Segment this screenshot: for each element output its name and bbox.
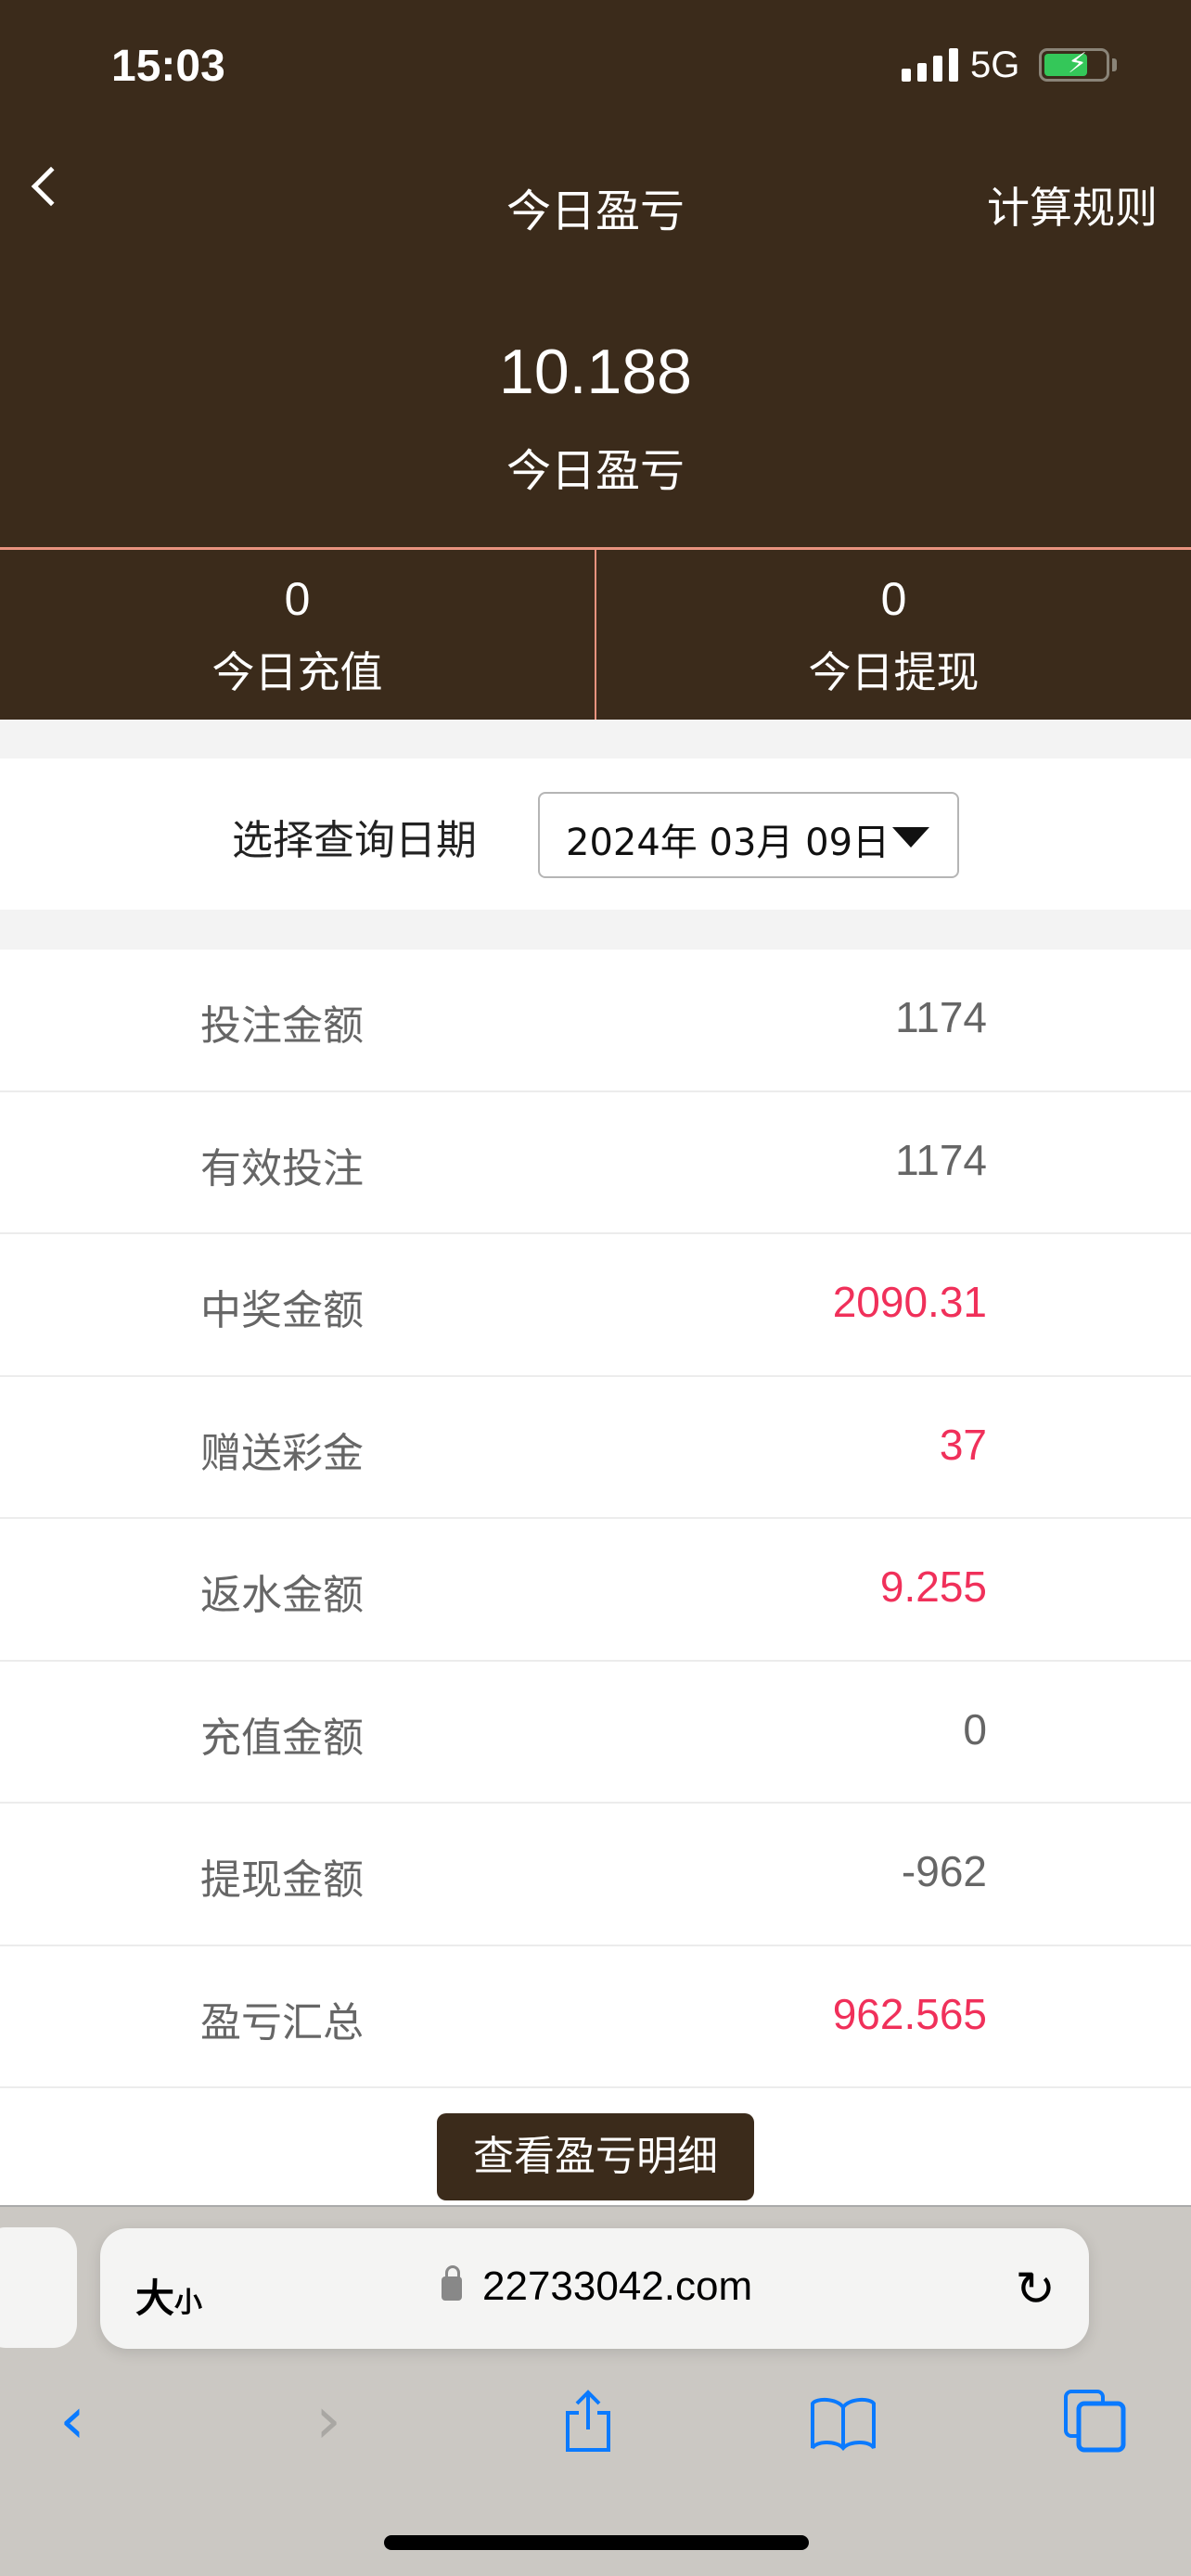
- table-row: 有效投注 1174: [0, 1092, 1191, 1234]
- bookmarks-icon[interactable]: [809, 2396, 877, 2452]
- table-row: 返水金额 9.255: [0, 1519, 1191, 1662]
- row-label: 返水金额: [200, 1572, 364, 1619]
- divider: [0, 910, 1191, 950]
- date-filter: 选择查询日期 2024年 03月 09日: [0, 759, 1191, 910]
- stat-deposit: 0 今日充值: [0, 550, 595, 720]
- stats-row: 0 今日充值 0 今日提现: [0, 547, 1191, 720]
- lock-icon: [442, 2265, 462, 2301]
- row-label: 盈亏汇总: [200, 1998, 364, 2047]
- row-label: 赠送彩金: [200, 1429, 364, 1477]
- battery-icon: ⚡: [1039, 47, 1109, 82]
- stat-value: 0: [880, 573, 907, 625]
- row-value: 0: [963, 1704, 987, 1753]
- signal-icon: [902, 48, 958, 82]
- row-label: 提现金额: [200, 1856, 364, 1904]
- stat-label: 今日提现: [808, 647, 980, 697]
- row-label: 充值金额: [200, 1714, 364, 1762]
- text-size-button[interactable]: 大小: [135, 2267, 202, 2324]
- row-value: 962.565: [832, 1989, 987, 2038]
- previous-tab[interactable]: [0, 2227, 77, 2348]
- dropdown-arrow-icon: [892, 827, 929, 848]
- row-label: 投注金额: [200, 1002, 364, 1050]
- text-size-small: 小: [174, 2287, 203, 2319]
- row-label: 有效投注: [200, 1144, 364, 1192]
- share-icon[interactable]: [562, 2389, 614, 2454]
- stat-withdraw: 0 今日提现: [595, 550, 1191, 720]
- page-title: 今日盈亏: [506, 185, 685, 237]
- table-row: 充值金额 0: [0, 1662, 1191, 1804]
- row-value: 1174: [895, 1135, 987, 1184]
- date-label: 选择查询日期: [232, 817, 477, 864]
- date-value: 2024年 03月 09日: [566, 822, 890, 864]
- address-bar[interactable]: 大小 22733042.com ↻: [100, 2228, 1089, 2349]
- browser-back-icon[interactable]: ‹: [59, 2382, 85, 2458]
- url-text: 22733042.com: [482, 2264, 753, 2309]
- today-pnl-value: 10.188: [499, 337, 692, 407]
- header: [0, 0, 1191, 547]
- battery-cap: [1112, 58, 1117, 71]
- table-row: 投注金额 1174: [0, 950, 1191, 1092]
- table-row: 盈亏汇总 962.565: [0, 1946, 1191, 2088]
- tabs-icon[interactable]: [1063, 2389, 1128, 2454]
- date-select[interactable]: 2024年 03月 09日: [538, 792, 959, 878]
- table-row: 提现金额 -962: [0, 1804, 1191, 1946]
- row-label: 中奖金额: [200, 1287, 364, 1334]
- view-details-button[interactable]: 查看盈亏明细: [437, 2113, 754, 2200]
- table-row: 中奖金额 2090.31: [0, 1234, 1191, 1377]
- row-value: 2090.31: [832, 1278, 987, 1326]
- row-value: -962: [901, 1847, 987, 1895]
- today-pnl-label: 今日盈亏: [506, 445, 685, 497]
- text-size-large: 大: [135, 2276, 175, 2321]
- reload-icon[interactable]: ↻: [1015, 2262, 1056, 2317]
- home-indicator[interactable]: [384, 2535, 809, 2550]
- stat-label: 今日充值: [211, 647, 383, 697]
- network-label: 5G: [970, 45, 1020, 85]
- status-time: 15:03: [111, 42, 225, 91]
- row-value: 37: [939, 1420, 987, 1469]
- stat-value: 0: [284, 573, 311, 625]
- divider: [0, 720, 1191, 759]
- row-value: 1174: [895, 993, 987, 1041]
- calc-rules-link[interactable]: 计算规则: [987, 183, 1158, 233]
- browser-forward-icon[interactable]: ›: [315, 2382, 341, 2458]
- table-row: 赠送彩金 37: [0, 1377, 1191, 1519]
- row-value: 9.255: [879, 1562, 987, 1611]
